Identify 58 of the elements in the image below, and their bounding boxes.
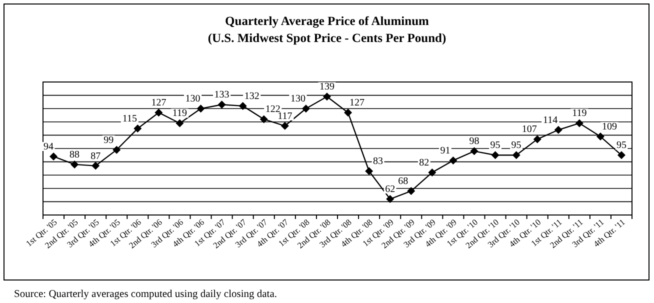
point xyxy=(322,92,331,101)
data-label: 114 xyxy=(543,114,558,126)
point xyxy=(260,115,268,124)
data-label: 115 xyxy=(122,114,137,125)
point xyxy=(449,156,458,164)
point xyxy=(554,126,562,134)
point xyxy=(302,104,310,113)
data-label: 83 xyxy=(373,156,384,168)
data-label: 98 xyxy=(469,136,480,148)
data-label: 95 xyxy=(490,140,500,152)
data-label: 130 xyxy=(290,94,306,105)
data-label: 132 xyxy=(244,90,260,102)
point xyxy=(491,151,500,160)
point xyxy=(365,167,374,176)
point xyxy=(112,146,121,154)
data-label: 87 xyxy=(90,150,101,162)
point xyxy=(176,119,184,128)
point xyxy=(218,100,226,109)
data-label: 119 xyxy=(172,108,188,120)
chart-subtitle: (U.S. Midwest Spot Price - Cents Per Pound) xyxy=(208,31,446,45)
point xyxy=(512,151,520,160)
point xyxy=(428,168,436,176)
data-label: 95 xyxy=(511,140,522,152)
point xyxy=(134,124,142,133)
data-label: 130 xyxy=(185,94,200,105)
data-label: 99 xyxy=(104,134,114,146)
chart-title: Quarterly Average Price of Aluminum xyxy=(225,14,430,28)
point xyxy=(386,195,394,204)
data-label: 127 xyxy=(350,98,365,109)
data-label: 88 xyxy=(70,149,80,160)
data-label: 95 xyxy=(616,140,626,152)
point xyxy=(280,122,289,130)
data-label: 117 xyxy=(278,110,292,122)
point xyxy=(70,160,79,168)
point xyxy=(407,187,416,196)
point xyxy=(470,147,478,156)
point xyxy=(238,102,247,110)
data-label: 109 xyxy=(602,122,617,133)
data-label: 133 xyxy=(214,90,230,101)
point xyxy=(92,162,100,170)
data-label: 127 xyxy=(151,98,166,109)
source-note: Source: Quarterly averages computed using daily closing data. xyxy=(14,289,278,300)
data-label: 91 xyxy=(440,145,450,156)
point xyxy=(575,119,584,128)
point xyxy=(344,108,352,117)
data-label: 62 xyxy=(385,184,396,196)
data-label: 139 xyxy=(319,82,334,93)
point xyxy=(596,132,604,141)
data-label: 82 xyxy=(419,157,430,168)
point xyxy=(617,151,626,160)
point xyxy=(533,135,542,144)
point xyxy=(154,108,163,117)
data-label: 94 xyxy=(44,141,54,152)
data-label: 119 xyxy=(572,108,587,120)
point xyxy=(196,104,205,113)
data-label: 107 xyxy=(522,124,537,136)
data-label: 68 xyxy=(398,176,408,188)
point xyxy=(50,152,58,160)
